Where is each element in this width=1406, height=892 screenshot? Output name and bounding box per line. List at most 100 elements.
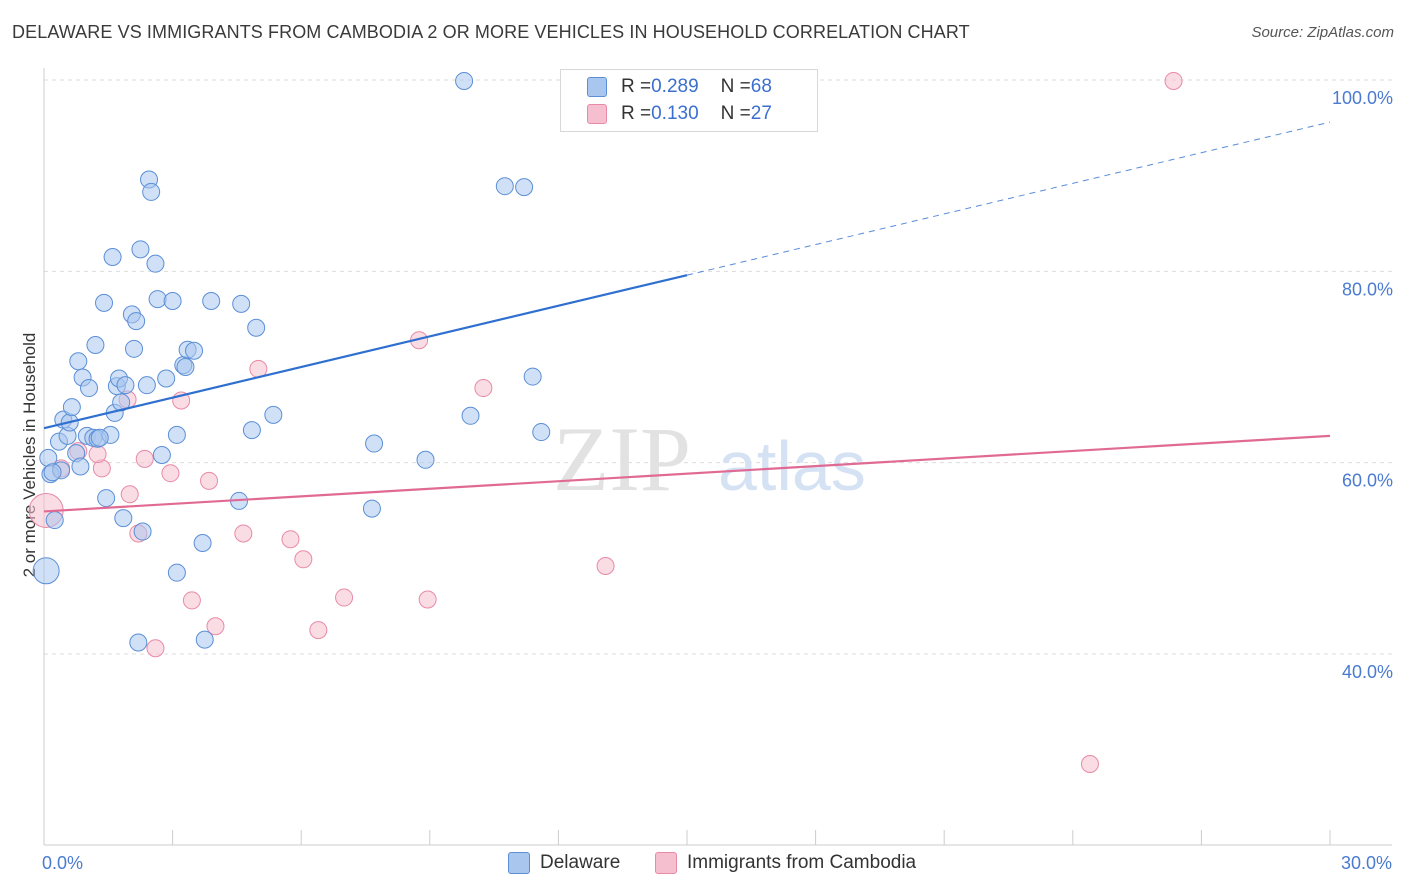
delaware-point-28 bbox=[116, 376, 135, 395]
delaware-points bbox=[32, 71, 551, 652]
cambodia-point-17 bbox=[294, 550, 313, 569]
delaware-point-66 bbox=[90, 428, 109, 447]
legend-label-cambodia: Immigrants from Cambodia bbox=[687, 852, 917, 873]
delaware-point-30 bbox=[125, 339, 144, 358]
delaware-point-65 bbox=[43, 463, 62, 482]
legend-r-label: R = bbox=[621, 103, 652, 124]
cambodia-point-5 bbox=[120, 485, 139, 504]
delaware-point-12 bbox=[71, 457, 90, 476]
delaware-point-42 bbox=[167, 425, 186, 444]
x-axis-min-label: 0.0% bbox=[42, 853, 84, 873]
delaware-point-63 bbox=[523, 367, 542, 386]
legend-swatch-delaware bbox=[508, 852, 530, 874]
delaware-point-19 bbox=[95, 293, 114, 312]
delaware-point-46 bbox=[185, 341, 204, 360]
delaware-point-15 bbox=[80, 379, 99, 398]
cambodia-point-26 bbox=[88, 445, 107, 464]
cambodia-point-25 bbox=[1164, 71, 1183, 90]
legend-n-label: N = bbox=[720, 76, 751, 97]
delaware-point-56 bbox=[362, 499, 381, 518]
delaware-point-58 bbox=[416, 450, 435, 469]
cambodia-point-18 bbox=[309, 621, 328, 640]
legend-n-value: 27 bbox=[750, 103, 772, 124]
chart-title: DELAWARE VS IMMIGRANTS FROM CAMBODIA 2 O… bbox=[12, 22, 970, 42]
delaware-point-49 bbox=[202, 291, 221, 310]
series-legend: Delaware Immigrants from Cambodia bbox=[0, 852, 1406, 878]
delaware-point-57 bbox=[365, 434, 384, 453]
legend-n-value: 68 bbox=[750, 76, 772, 97]
cambodia-point-11 bbox=[182, 591, 201, 610]
legend-r-value: 0.289 bbox=[651, 76, 699, 97]
legend-row-delaware: R = 0.289 N = 68 bbox=[587, 75, 772, 99]
delaware-point-47 bbox=[193, 534, 212, 553]
delaware-point-22 bbox=[103, 247, 122, 266]
legend-r-value: 0.130 bbox=[651, 103, 699, 124]
delaware-point-67 bbox=[176, 358, 195, 376]
legend-swatch-cambodia bbox=[655, 852, 677, 874]
y-tick-label-80: 80.0% bbox=[1342, 279, 1393, 299]
delaware-point-53 bbox=[247, 318, 266, 337]
legend-row-cambodia: R = 0.130 N = 27 bbox=[587, 102, 772, 126]
cambodia-point-21 bbox=[418, 590, 437, 609]
delaware-point-55 bbox=[129, 633, 148, 652]
cambodia-point-13 bbox=[206, 617, 225, 636]
delaware-point-0 bbox=[32, 557, 60, 585]
delaware-point-43 bbox=[167, 563, 186, 582]
watermark: ZIP atlas bbox=[553, 408, 866, 510]
trend-lines bbox=[43, 121, 1331, 513]
delaware-point-27 bbox=[114, 509, 133, 528]
delaware-point-33 bbox=[133, 522, 152, 541]
cambodia-point-23 bbox=[596, 556, 615, 575]
delaware-point-32 bbox=[131, 240, 150, 259]
cambodia-point-7 bbox=[135, 449, 154, 468]
delaware-point-51 bbox=[232, 294, 251, 313]
delaware-point-31 bbox=[127, 312, 146, 331]
delaware-point-11 bbox=[69, 352, 88, 371]
delaware-point-64 bbox=[532, 423, 551, 442]
delaware-point-61 bbox=[495, 177, 514, 196]
cambodia-point-12 bbox=[200, 471, 219, 490]
source-label: Source: ZipAtlas.com bbox=[1251, 24, 1394, 41]
cambodia-trend-line bbox=[43, 434, 1331, 513]
y-tick-label-40: 40.0% bbox=[1342, 662, 1393, 682]
delaware-point-62 bbox=[515, 178, 534, 197]
correlation-legend: R = 0.289 N = 68 R = 0.130 N = 27 bbox=[560, 69, 818, 132]
legend-item-cambodia: Immigrants from Cambodia bbox=[655, 852, 916, 874]
delaware-point-36 bbox=[142, 182, 161, 201]
cambodia-point-9 bbox=[161, 464, 180, 483]
delaware-point-60 bbox=[461, 406, 480, 425]
y-tick-label-100: 100.0% bbox=[1332, 88, 1393, 108]
cambodia-point-8 bbox=[146, 639, 165, 658]
y-tick-labels: 100.0% 80.0% 60.0% 40.0% bbox=[1332, 88, 1393, 682]
cambodia-point-14 bbox=[234, 524, 253, 543]
delaware-point-39 bbox=[152, 446, 171, 465]
delaware-point-20 bbox=[97, 489, 116, 508]
legend-n-label: N = bbox=[720, 103, 751, 124]
delaware-point-34 bbox=[137, 376, 156, 395]
cambodia-point-24 bbox=[1080, 755, 1099, 774]
y-tick-label-60: 60.0% bbox=[1342, 471, 1393, 491]
delaware-point-52 bbox=[242, 421, 261, 440]
delaware-trend-line bbox=[43, 274, 688, 430]
delaware-point-37 bbox=[146, 254, 165, 273]
watermark-atlas: atlas bbox=[718, 427, 866, 505]
x-axis-max-label: 30.0% bbox=[1340, 853, 1392, 873]
legend-r-label: R = bbox=[621, 76, 652, 97]
delaware-point-38 bbox=[148, 290, 167, 309]
grid-lines bbox=[44, 79, 1392, 655]
delaware-point-59 bbox=[455, 71, 474, 90]
delaware-point-48 bbox=[195, 630, 214, 649]
legend-label-delaware: Delaware bbox=[540, 852, 621, 873]
legend-swatch-delaware bbox=[587, 77, 607, 97]
legend-swatch-cambodia bbox=[587, 104, 607, 124]
cambodia-point-22 bbox=[474, 379, 493, 398]
delaware-point-17 bbox=[86, 335, 105, 354]
delaware-point-9 bbox=[62, 398, 81, 417]
cambodia-point-19 bbox=[335, 588, 354, 607]
watermark-zip: ZIP bbox=[553, 408, 691, 510]
delaware-point-41 bbox=[163, 291, 182, 310]
delaware-point-40 bbox=[157, 369, 176, 388]
delaware-trend-extension bbox=[686, 121, 1331, 276]
delaware-point-3 bbox=[45, 511, 64, 530]
